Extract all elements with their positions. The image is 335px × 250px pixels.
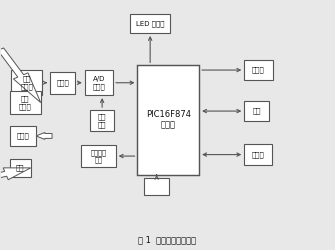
Bar (244, 60, 273, 80)
Bar (81, 145, 116, 167)
Text: 键盘: 键盘 (253, 108, 261, 114)
Bar (90, 110, 114, 131)
Text: A/D
转换器: A/D 转换器 (92, 76, 105, 90)
Bar (137, 65, 199, 175)
Text: 蜂鸣器: 蜂鸣器 (252, 67, 265, 73)
Bar (244, 144, 272, 165)
Text: 触发控制
电路: 触发控制 电路 (90, 149, 106, 163)
Bar (85, 70, 113, 95)
Text: 真空泵: 真空泵 (17, 133, 29, 139)
Bar (130, 14, 170, 33)
Polygon shape (0, 168, 31, 182)
Text: 称重
传感器: 称重 传感器 (20, 76, 33, 90)
Bar (10, 158, 31, 177)
Bar (10, 126, 36, 146)
Text: 存储器: 存储器 (252, 151, 264, 158)
Text: LED 显示器: LED 显示器 (136, 20, 164, 26)
Bar (10, 92, 41, 114)
Polygon shape (0, 48, 41, 102)
Text: 压力
传感器: 压力 传感器 (19, 96, 32, 110)
Bar (50, 72, 75, 94)
Text: 阀门: 阀门 (16, 164, 25, 171)
Text: 放大器: 放大器 (56, 80, 69, 86)
Polygon shape (36, 132, 52, 140)
Text: PIC16F874
单片机: PIC16F874 单片机 (146, 110, 191, 130)
Text: 图 1  控制部分电路框图: 图 1 控制部分电路框图 (138, 235, 197, 244)
Text: 电压
参考: 电压 参考 (98, 114, 106, 128)
Bar (244, 101, 269, 121)
Bar (144, 178, 169, 194)
Bar (11, 70, 43, 95)
